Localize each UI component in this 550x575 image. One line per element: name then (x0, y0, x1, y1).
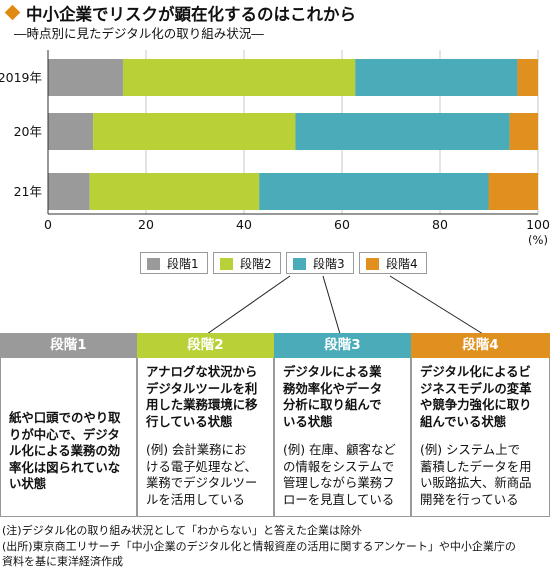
bar-segment (48, 173, 90, 210)
stage-body: デジタルによる業 務効率化やデータ 分析に取り組んで いる状態 (例) 在庫、顧客などの… (274, 358, 411, 517)
bar-segment (122, 59, 356, 96)
stage-box: 段階3 デジタルによる業 務効率化やデータ 分析に取り組んで いる状態 (例) 在庫、顧客… (274, 333, 411, 517)
stage-example: (例) 会計業務にお ける電子処理など、 業務でデジタルツー ルを活用している (146, 442, 258, 507)
x-tick-label: 60 (334, 217, 350, 232)
x-tick-label: 0 (44, 217, 52, 232)
category-label: 21年 (14, 184, 42, 199)
category-label: 20年 (14, 124, 42, 139)
bar-segment (48, 113, 94, 150)
legend-item: 段階1 (140, 252, 208, 274)
legend-label: 段階4 (386, 257, 418, 271)
stage-description: アナログな状況から デジタルツールを利 用した業務環境に移 行している状態 (146, 364, 258, 429)
stage-box: 段階2 アナログな状況から デジタルツールを利 用した業務環境に移 行している状態 (例)… (137, 333, 274, 517)
legend-label: 段階2 (240, 257, 272, 271)
legend-item: 段階2 (213, 252, 281, 274)
legend-swatch (220, 258, 233, 270)
bar-segment (355, 59, 518, 96)
stage-example: (例) システム上で 蓄積したデータを用 い販路拡大、新商品 開発を行っている (420, 442, 532, 507)
diamond-icon (4, 4, 21, 21)
chart-subtitle: ―時点別に見たデジタル化の取り組み状況― (14, 26, 264, 41)
bar-segment (509, 113, 538, 150)
stage-header: 段階4 (411, 333, 550, 358)
legend-label: 段階3 (313, 257, 345, 271)
source-text-1: (出所)東京商工リサーチ「中小企業のデジタル化と情報資産の活用に関するアンケート… (2, 539, 516, 553)
source-text-2: 資料を基に東洋経済作成 (2, 555, 123, 568)
stage-box: 段階4 デジタル化によるビ ジネスモデルの変革 や競争力強化に取り 組んでいる状態 (例)… (411, 333, 550, 517)
bar-segment (488, 173, 538, 210)
legend-swatch (147, 258, 160, 270)
notes: (注)デジタル化の取り組み状況として「わからない」と答えた企業は除外 (出所)東… (2, 523, 516, 570)
stage-header: 段階1 (0, 333, 137, 358)
stage-body: デジタル化によるビ ジネスモデルの変革 や競争力強化に取り 組んでいる状態 (例) シス… (411, 358, 550, 517)
bar-segment (89, 173, 260, 210)
stage-description: デジタル化によるビ ジネスモデルの変革 や競争力強化に取り 組んでいる状態 (420, 364, 532, 429)
x-tick-label: 80 (432, 217, 448, 232)
bar-segment (93, 113, 296, 150)
chart-title-text: 中小企業でリスクが顕在化するのはこれから (26, 5, 356, 24)
connector-line (389, 275, 484, 335)
stage-body: アナログな状況から デジタルツールを利 用した業務環境に移 行している状態 (例) 会計… (137, 358, 274, 517)
bar-segment (259, 173, 489, 210)
x-tick-label: 100 (526, 217, 550, 232)
legend-swatch (293, 258, 306, 270)
stage-example: (例) 在庫、顧客など の情報をシステムで 管理しながら業務フ ローを見直している (283, 442, 396, 507)
legend-swatch (366, 258, 379, 270)
legend-label: 段階1 (167, 257, 199, 271)
bar-segment (517, 59, 538, 96)
bar-segment (295, 113, 510, 150)
x-unit-label: (%) (528, 233, 548, 247)
stage-descriptions: 段階1 紙や口頭でのやり取 りが中心で、デジタ ル化による業務の効 率化は図られていない… (0, 333, 550, 517)
legend-item: 段階4 (359, 252, 427, 274)
stage-description: 紙や口頭でのやり取 りが中心で、デジタ ル化による業務の効 率化は図られていな い状態 (9, 410, 121, 491)
bar-segment (48, 59, 123, 96)
chart-title: 中小企業でリスクが顕在化するのはこれから (3, 4, 356, 26)
stage-box: 段階1 紙や口頭でのやり取 りが中心で、デジタ ル化による業務の効 率化は図られていない… (0, 333, 137, 517)
connector-line (322, 275, 341, 335)
x-tick-label: 40 (236, 217, 252, 232)
x-tick-label: 20 (138, 217, 154, 232)
legend-connectors (206, 275, 484, 335)
stacked-bar-chart: 2019年 20年 21年 0 20 40 60 80 100(%) (0, 50, 550, 247)
stage-header: 段階2 (137, 333, 274, 358)
legend-item: 段階3 (286, 252, 354, 274)
stage-description: デジタルによる業 務効率化やデータ 分析に取り組んで いる状態 (283, 364, 383, 429)
connector-line (206, 275, 291, 335)
note-text: (注)デジタル化の取り組み状況として「わからない」と答えた企業は除外 (2, 524, 363, 537)
category-label: 2019年 (0, 70, 42, 85)
stage-body: 紙や口頭でのやり取 りが中心で、デジタ ル化による業務の効 率化は図られていな い状態 (0, 358, 137, 517)
stage-header: 段階3 (274, 333, 411, 358)
